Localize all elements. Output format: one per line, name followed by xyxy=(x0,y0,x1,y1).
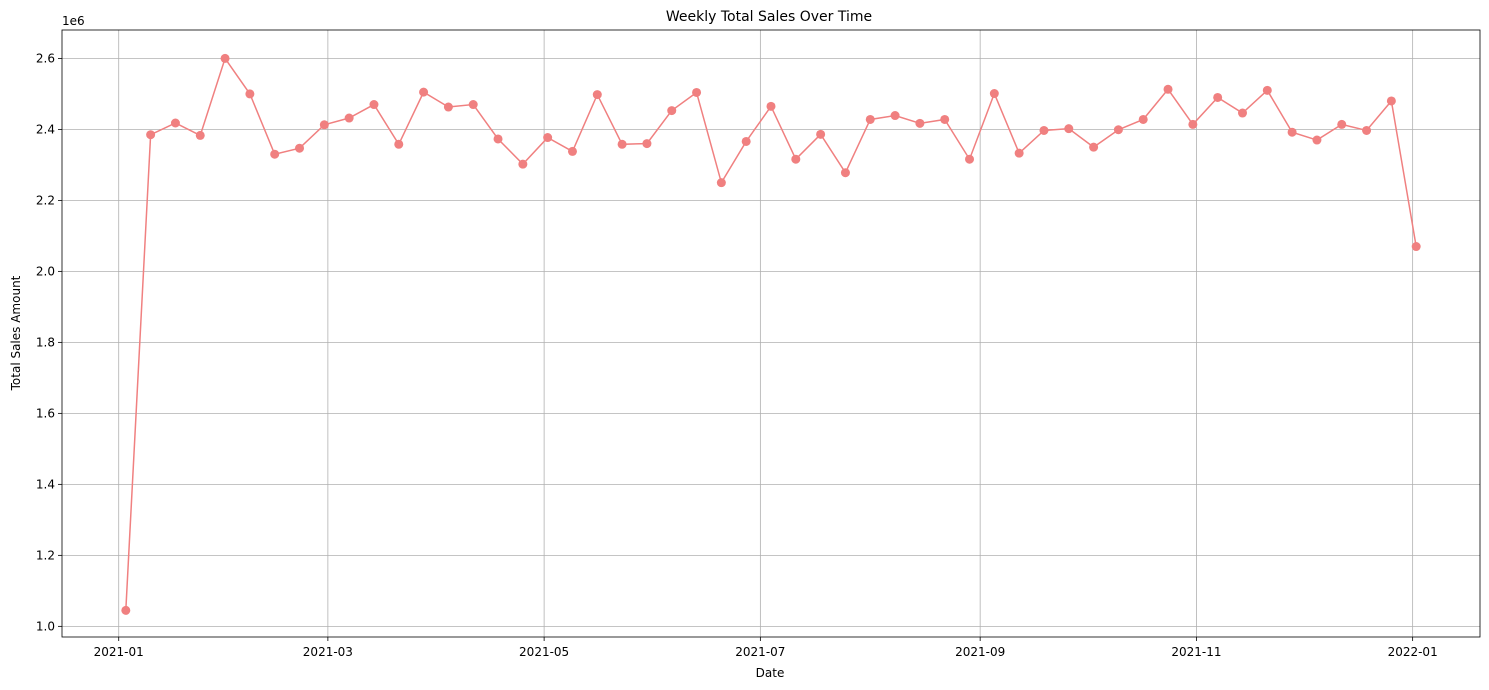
data-point xyxy=(840,168,850,178)
x-tick-label: 2021-03 xyxy=(303,645,353,659)
data-point xyxy=(915,118,925,128)
data-point xyxy=(1362,125,1372,135)
data-point xyxy=(1262,85,1272,95)
data-point xyxy=(816,129,826,139)
data-point xyxy=(567,146,577,156)
data-point xyxy=(369,100,379,110)
data-point xyxy=(592,90,602,100)
data-point xyxy=(1411,242,1421,252)
data-point xyxy=(344,113,354,123)
data-point xyxy=(1237,108,1247,118)
data-point xyxy=(692,87,702,97)
data-point xyxy=(1039,125,1049,135)
grid xyxy=(62,30,1480,637)
x-tick-label: 2021-05 xyxy=(519,645,569,659)
data-point xyxy=(1138,114,1148,124)
x-tick-label: 2022-01 xyxy=(1388,645,1438,659)
data-point xyxy=(468,100,478,110)
data-point xyxy=(1386,96,1396,106)
data-point xyxy=(940,114,950,124)
data-point xyxy=(1213,92,1223,102)
data-point xyxy=(766,101,776,111)
data-point xyxy=(443,102,453,112)
data-point xyxy=(965,154,975,164)
data-point xyxy=(890,111,900,121)
plot-frame xyxy=(61,29,1481,638)
data-point xyxy=(270,149,280,159)
data-point xyxy=(319,120,329,130)
series-layer xyxy=(121,53,1421,615)
y-tick-label: 2.2 xyxy=(36,193,55,207)
data-point xyxy=(1188,119,1198,129)
data-point xyxy=(170,118,180,128)
data-point xyxy=(1089,142,1099,152)
y-axis: 1.0 1.2 1.4 1.6 1.8 2.0 2.2 2.4 2.6 xyxy=(36,51,62,633)
data-point xyxy=(146,130,156,140)
x-axis-title: Date xyxy=(756,666,785,680)
x-tick-label: 2021-01 xyxy=(94,645,144,659)
data-point xyxy=(245,89,255,99)
data-point xyxy=(295,143,305,153)
data-point xyxy=(716,178,726,188)
data-point xyxy=(667,106,677,116)
chart-title: Weekly Total Sales Over Time xyxy=(666,9,872,25)
data-point xyxy=(1287,127,1297,137)
data-point xyxy=(989,89,999,99)
data-point xyxy=(121,605,131,615)
data-point xyxy=(1312,135,1322,145)
data-point xyxy=(394,139,404,149)
y-tick-label: 2.4 xyxy=(36,122,55,136)
data-point xyxy=(1337,119,1347,129)
data-point xyxy=(419,87,429,97)
data-point xyxy=(493,134,503,144)
x-tick-label: 2021-07 xyxy=(735,645,785,659)
y-tick-label: 1.8 xyxy=(36,335,55,349)
y-tick-label: 1.6 xyxy=(36,406,55,420)
data-point xyxy=(220,53,230,63)
data-point xyxy=(1113,125,1123,135)
data-point xyxy=(865,114,875,124)
x-axis: 2021-01 2021-03 2021-05 2021-07 2021-09 2021-… xyxy=(94,637,1438,659)
data-point xyxy=(195,130,205,140)
x-tick-label: 2021-09 xyxy=(955,645,1005,659)
data-point xyxy=(791,154,801,164)
series-line xyxy=(125,56,1417,611)
data-point xyxy=(741,136,751,146)
data-point xyxy=(1014,148,1024,158)
y-tick-label: 2.0 xyxy=(36,264,55,278)
data-point xyxy=(543,133,553,143)
data-point xyxy=(642,139,652,149)
y-tick-label: 1.0 xyxy=(36,619,55,633)
x-tick-label: 2021-11 xyxy=(1171,645,1221,659)
y-offset-label: 1e6 xyxy=(62,14,85,28)
data-point xyxy=(617,139,627,149)
y-tick-label: 1.2 xyxy=(36,548,55,562)
data-point xyxy=(1064,124,1074,134)
data-point xyxy=(1163,84,1173,94)
y-tick-label: 1.4 xyxy=(36,477,55,491)
y-tick-label: 2.6 xyxy=(36,51,55,65)
data-point xyxy=(518,159,528,169)
y-axis-title: Total Sales Amount xyxy=(9,275,23,391)
